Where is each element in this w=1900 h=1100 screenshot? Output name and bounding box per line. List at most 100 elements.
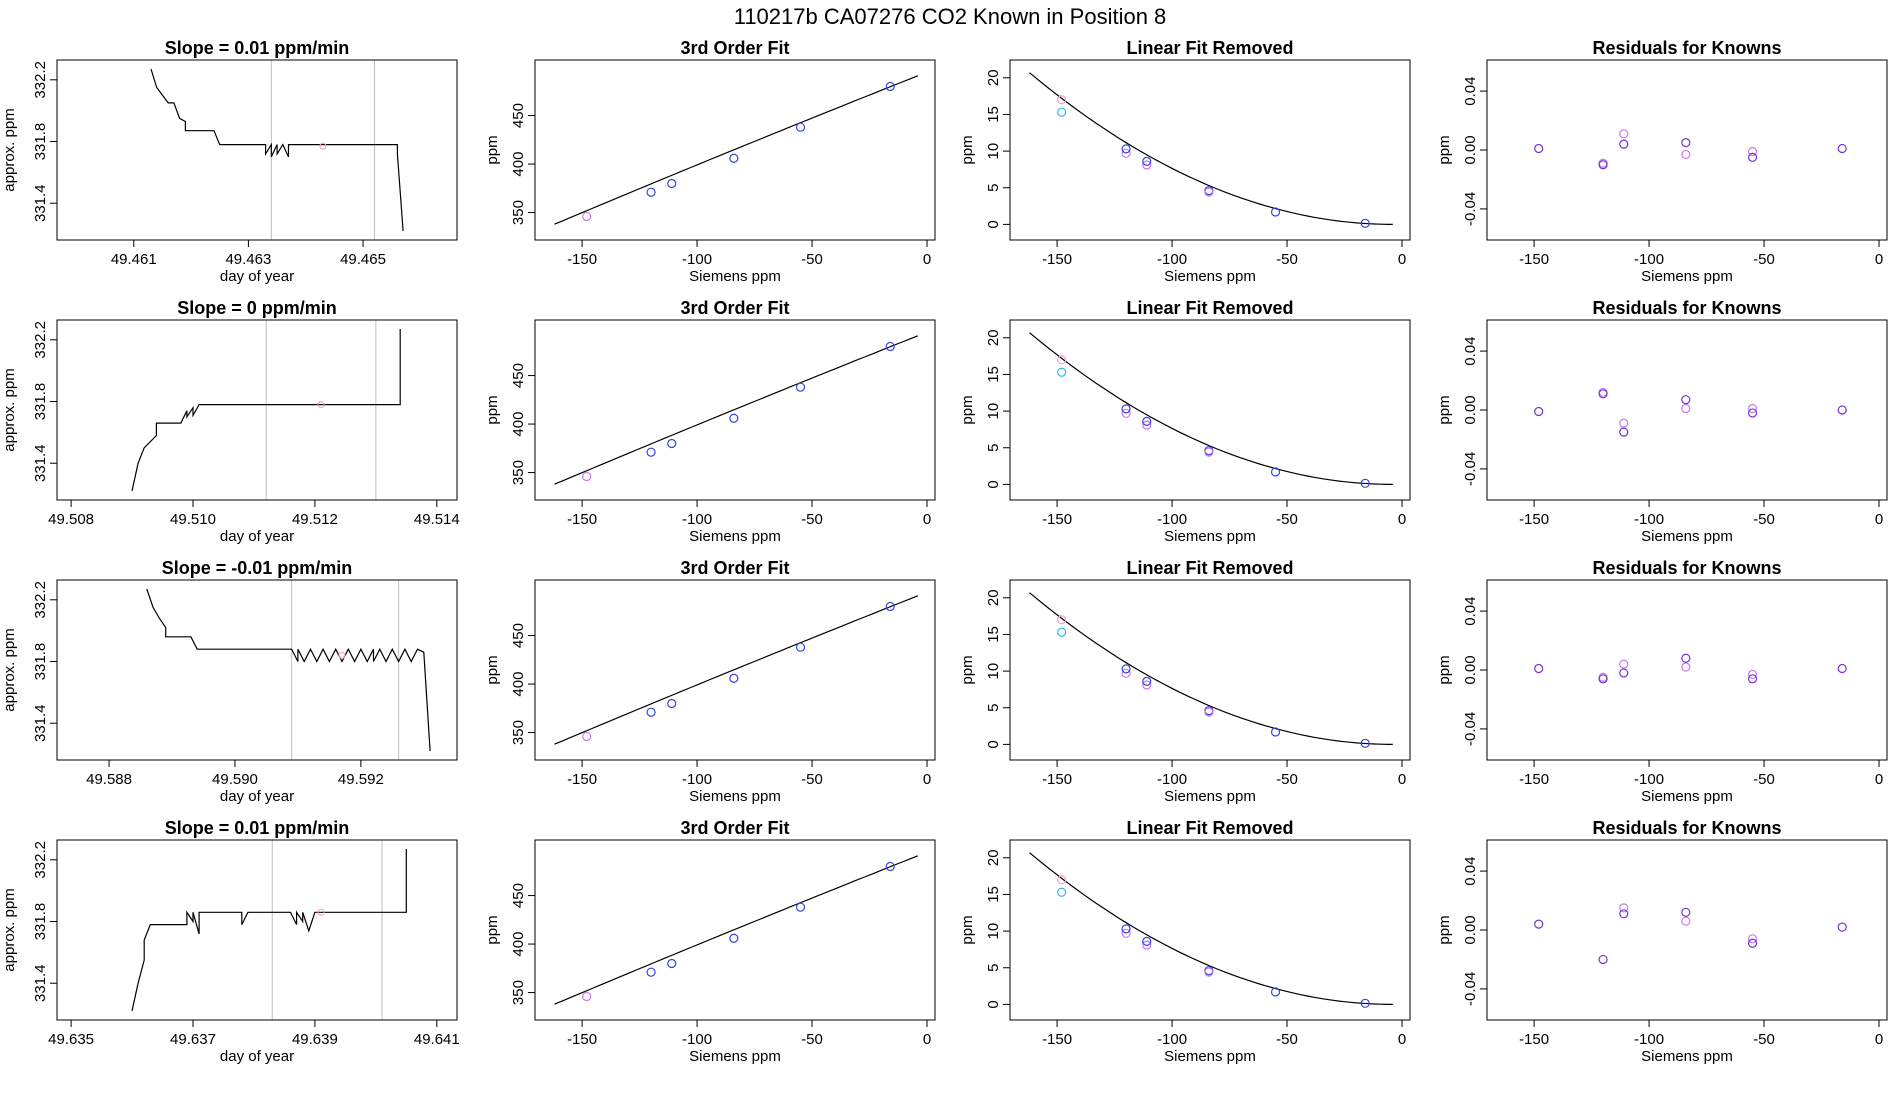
x-tick-label: 49.637: [170, 1031, 216, 1048]
data-point: [1204, 187, 1214, 197]
x-tick-label: 49.592: [338, 771, 384, 788]
y-tick-label: 400: [510, 932, 527, 957]
data-point: [1681, 149, 1691, 160]
data-point: [1598, 954, 1608, 965]
data-point: [1057, 887, 1067, 897]
panel-frame: [534, 579, 936, 761]
data-point: [1747, 146, 1758, 157]
data-point: [1681, 662, 1691, 672]
panel-frame: [1486, 839, 1888, 1021]
panel-plot-area: [131, 320, 401, 500]
panel-frame: [56, 59, 458, 241]
data-point: [729, 933, 739, 943]
x-tick-label: -50: [1276, 1031, 1298, 1048]
x-tick-label: -50: [801, 251, 823, 268]
data-point: [1360, 998, 1370, 1008]
panel-plot-area: [554, 335, 919, 485]
x-tick-label: -50: [1753, 1031, 1775, 1048]
data-point: [1837, 143, 1847, 154]
data-point: [1121, 404, 1131, 414]
y-axis-label: ppm: [484, 915, 501, 944]
x-tick-label: 0: [923, 251, 931, 268]
y-tick-label: -0.04: [1462, 452, 1479, 486]
panel-frame: [1009, 579, 1411, 761]
panel-frame: [534, 839, 936, 1021]
x-tick-label: -50: [801, 511, 823, 528]
x-tick-label: -150: [567, 771, 597, 788]
panel-title: 3rd Order Fit: [680, 298, 789, 318]
x-axis-label: Siemens ppm: [689, 1048, 781, 1065]
data-point: [1057, 355, 1067, 365]
x-axis-label: Siemens ppm: [1641, 528, 1733, 545]
panel-frame: [56, 579, 458, 761]
y-tick-label: 350: [510, 200, 527, 225]
data-point: [1270, 727, 1281, 737]
x-tick-label: -100: [1634, 771, 1664, 788]
x-tick-label: 49.461: [111, 251, 157, 268]
x-tick-label: -50: [801, 771, 823, 788]
data-point: [1747, 934, 1758, 944]
y-tick-label: 450: [510, 883, 527, 908]
mean-marker: [317, 401, 325, 409]
x-tick-label: -150: [1519, 771, 1549, 788]
data-point: [1270, 207, 1281, 217]
data-point: [1619, 427, 1629, 437]
y-tick-label: 5: [985, 704, 1002, 712]
x-tick-label: 49.588: [86, 771, 132, 788]
y-tick-label: 0.04: [1462, 336, 1479, 365]
data-point: [1681, 395, 1691, 405]
data-point: [1142, 416, 1152, 426]
data-point: [1057, 367, 1067, 377]
x-tick-label: 0: [1875, 251, 1883, 268]
x-axis-label: day of year: [220, 528, 294, 545]
panel-title: Linear Fit Removed: [1126, 298, 1293, 318]
data-point: [582, 211, 592, 222]
y-axis-label: ppm: [959, 395, 976, 424]
panel-plot-area: [554, 855, 919, 1005]
y-tick-label: 10: [985, 143, 1002, 160]
data-point: [1619, 659, 1629, 669]
x-axis-label: Siemens ppm: [1164, 1048, 1256, 1065]
panel-plot-area: [1029, 72, 1393, 228]
panel-frame: [56, 319, 458, 501]
data-point: [1121, 924, 1131, 934]
panel-frame: [1009, 839, 1411, 1021]
data-point: [1837, 922, 1847, 932]
x-tick-label: -100: [682, 1031, 712, 1048]
fit-curve: [1029, 332, 1393, 485]
fit-curve: [1029, 72, 1393, 225]
y-tick-label: 0.00: [1462, 915, 1479, 944]
y-tick-label: 331.4: [32, 964, 49, 1002]
y-tick-label: 350: [510, 720, 527, 745]
data-point: [1681, 138, 1691, 148]
y-tick-label: 332.2: [32, 581, 49, 619]
fit-curve: [554, 595, 919, 745]
x-axis-label: day of year: [220, 1048, 294, 1065]
panel-r2-c1: Slope = 0 ppm/min 49.508 49.510 49.512 49.51…: [1, 298, 460, 545]
data-point: [1121, 408, 1131, 418]
y-tick-label: 20: [985, 849, 1002, 866]
panel-frame: [1009, 319, 1411, 501]
data-point: [1747, 674, 1758, 684]
panel-plot-area: [554, 75, 919, 225]
data-point: [795, 902, 806, 912]
y-tick-label: 15: [985, 886, 1002, 903]
y-tick-label: 0: [985, 480, 1002, 488]
y-axis-label: approx. ppm: [1, 888, 18, 971]
x-axis-label: Siemens ppm: [689, 788, 781, 805]
y-axis-label: ppm: [484, 135, 501, 164]
panel-title: Residuals for Knowns: [1592, 38, 1781, 58]
y-tick-label: 331.8: [32, 903, 49, 941]
data-point: [646, 187, 656, 197]
x-tick-label: -150: [1519, 1031, 1549, 1048]
y-tick-label: 15: [985, 626, 1002, 643]
panel-title: Residuals for Knowns: [1592, 818, 1781, 838]
data-point: [582, 991, 592, 1002]
data-point: [646, 447, 656, 457]
x-tick-label: 0: [1875, 1031, 1883, 1048]
x-tick-label: -100: [1157, 771, 1187, 788]
figure-title: 110217b CA07276 CO2 Known in Position 8: [734, 4, 1167, 29]
mean-marker: [317, 908, 325, 916]
x-tick-label: -150: [567, 511, 597, 528]
data-point: [795, 642, 806, 652]
